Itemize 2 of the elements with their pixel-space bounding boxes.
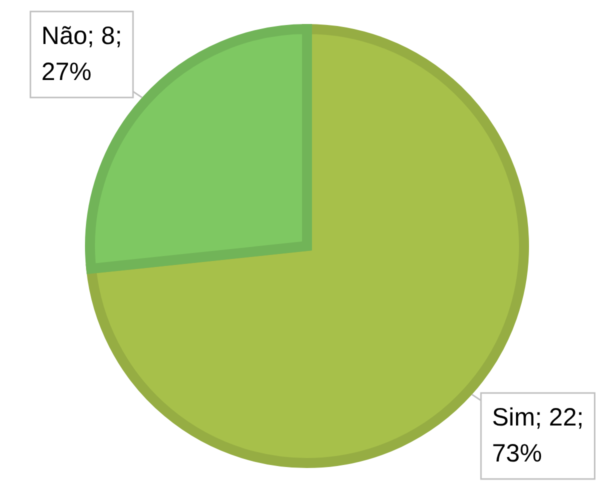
slice-label: Sim; 22; 73% [492, 404, 584, 468]
slice-label: Não; 8; 27% [41, 22, 122, 86]
